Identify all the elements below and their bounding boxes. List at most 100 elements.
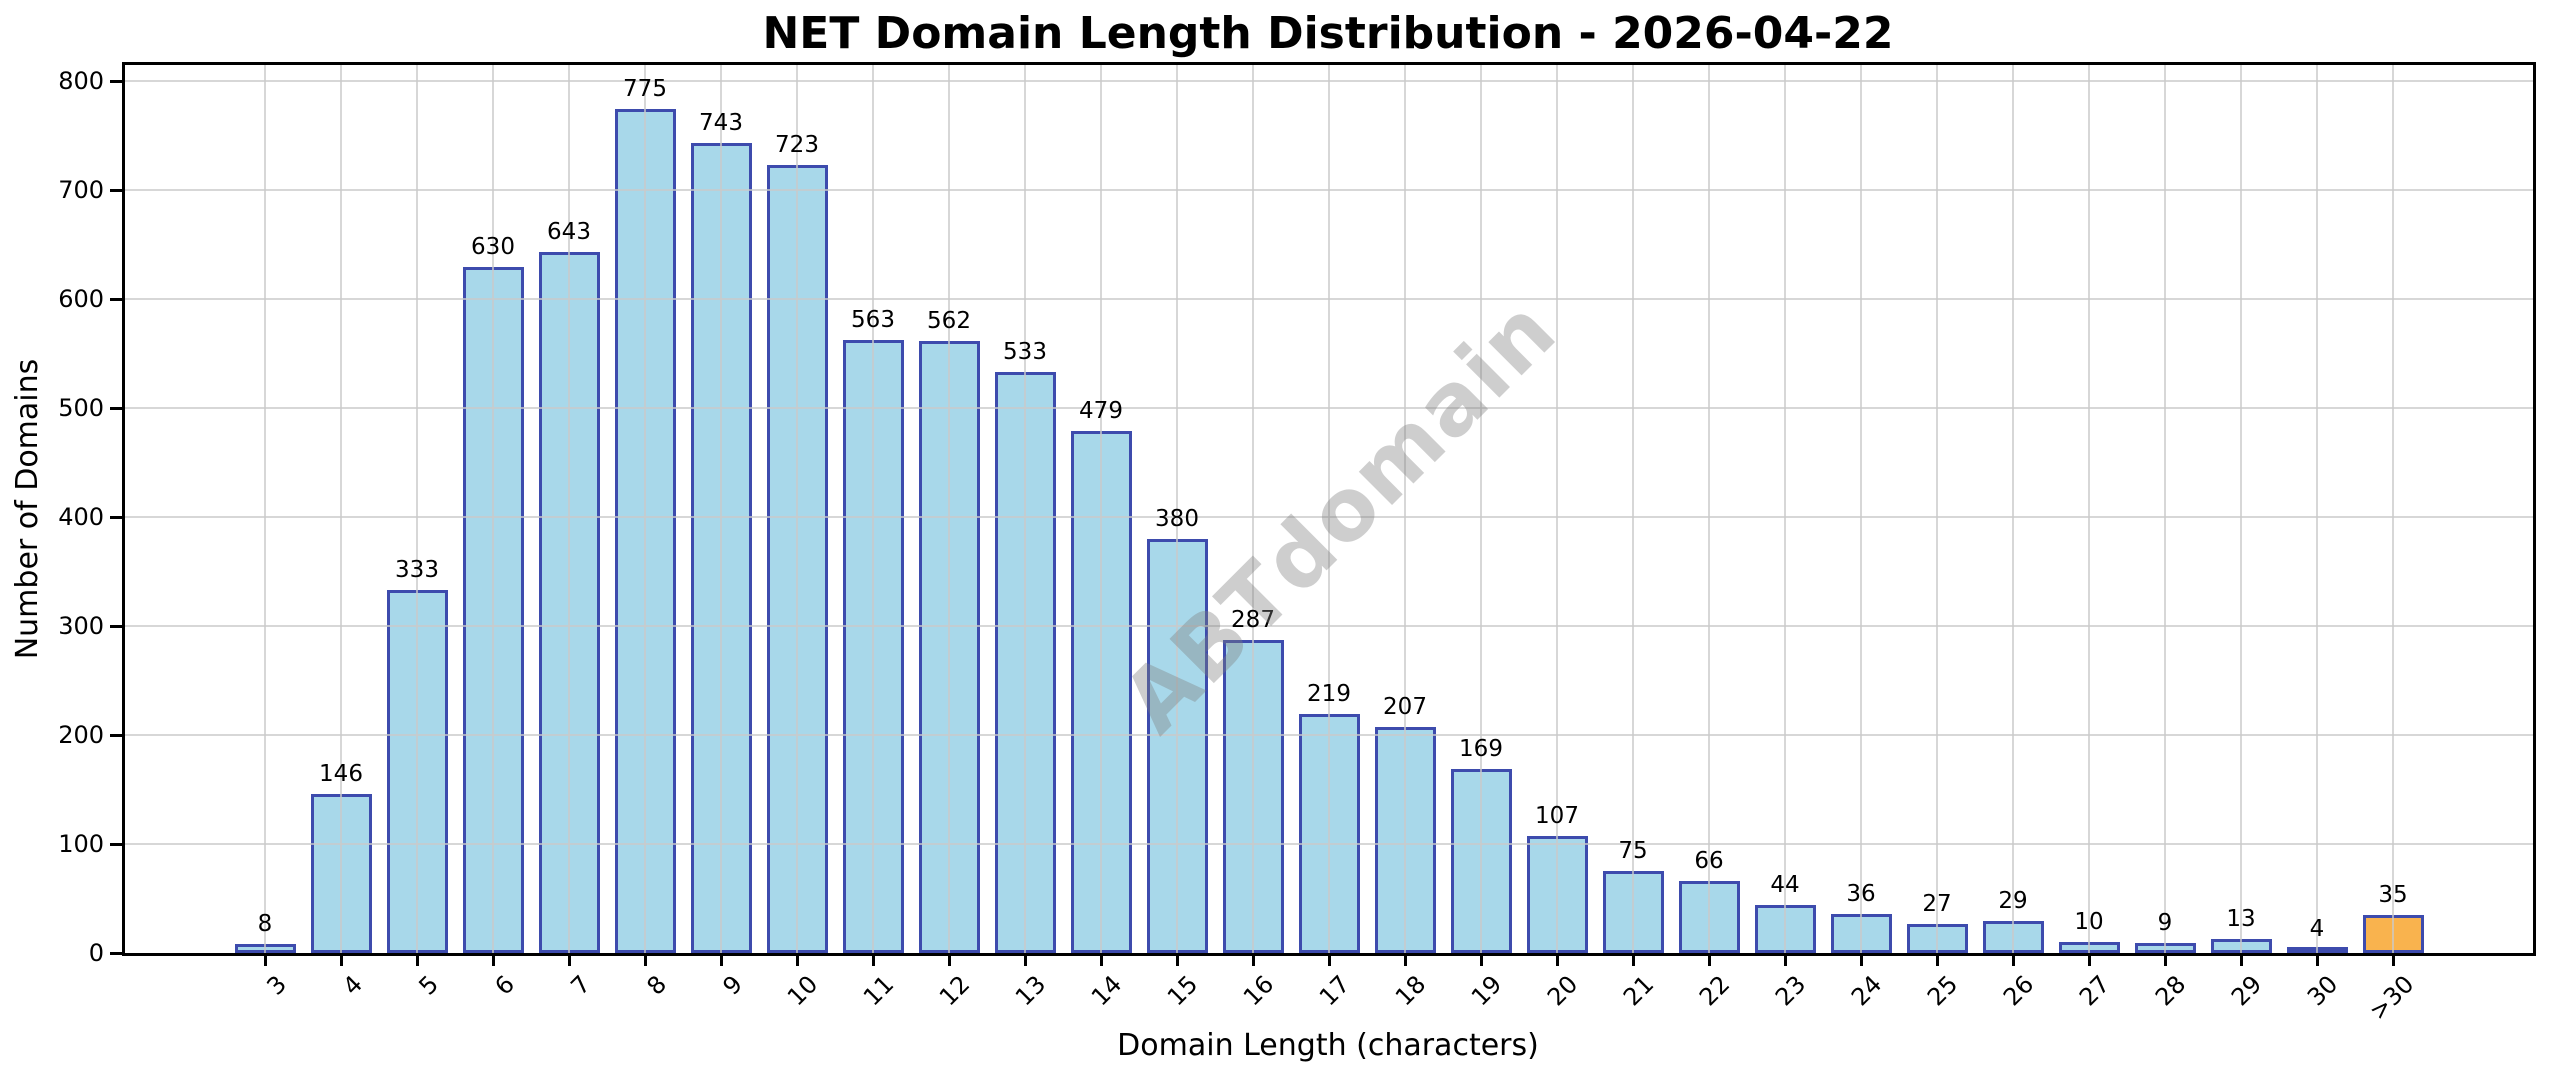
gridline-vertical [1024, 65, 1026, 953]
x-tick-mark [1859, 953, 1863, 966]
x-tick-label: 5 [413, 970, 444, 1001]
x-tick-mark [1327, 953, 1331, 966]
y-tick-label: 800 [58, 67, 104, 96]
y-tick-label: 0 [88, 939, 104, 967]
bar-value-label: 9 [2157, 910, 2173, 937]
x-tick-mark [263, 953, 267, 966]
gridline-vertical [1480, 65, 1482, 953]
x-tick-mark [491, 953, 495, 966]
y-tick-mark [110, 733, 122, 737]
chart-title: NET Domain Length Distribution - 2026-04… [762, 8, 1894, 59]
gridline-vertical [1556, 65, 1558, 953]
bar-value-label: 107 [1535, 803, 1579, 830]
x-tick-mark [947, 953, 951, 966]
x-tick-label: 24 [1846, 970, 1888, 1012]
gridline-vertical [2012, 65, 2014, 953]
x-tick-label: 10 [782, 970, 824, 1012]
y-tick-mark [110, 79, 122, 83]
gridline-vertical [948, 65, 950, 953]
y-tick-mark [110, 188, 122, 192]
gridline-vertical [264, 65, 266, 953]
bar-value-label: 287 [1231, 607, 1275, 634]
x-tick-mark [1175, 953, 1179, 966]
x-tick-mark [795, 953, 799, 966]
y-tick-mark [110, 951, 122, 955]
x-tick-mark [2315, 953, 2319, 966]
y-tick-label: 300 [58, 612, 104, 641]
x-tick-label: 23 [1770, 970, 1812, 1012]
y-axis-label: Number of Domains [10, 358, 45, 660]
x-tick-mark [1099, 953, 1103, 966]
bar-value-label: 775 [623, 75, 667, 102]
gridline-vertical [1404, 65, 1406, 953]
gridline-vertical [2240, 65, 2242, 953]
bar-value-label: 479 [1079, 398, 1123, 425]
x-tick-label: 29 [2226, 970, 2268, 1012]
gridline-vertical [2164, 65, 2166, 953]
x-tick-label: 8 [641, 970, 672, 1001]
y-tick-label: 600 [58, 285, 104, 314]
gridline-vertical [796, 65, 798, 953]
bar-value-label: 333 [395, 557, 439, 584]
gridline-vertical [720, 65, 722, 953]
x-tick-mark [567, 953, 571, 966]
bar-value-label: 643 [547, 219, 591, 246]
bar-value-label: 27 [1922, 890, 1952, 917]
gridline-vertical [1860, 65, 1862, 953]
bar-value-label: 380 [1155, 505, 1199, 532]
y-tick-mark [110, 624, 122, 628]
gridline-vertical [416, 65, 418, 953]
gridline-vertical [2316, 65, 2318, 953]
x-tick-mark [643, 953, 647, 966]
x-tick-label: 22 [1694, 970, 1736, 1012]
x-tick-label: 9 [717, 970, 748, 1001]
x-tick-label: 26 [1998, 970, 2040, 1012]
x-tick-label: >30 [2364, 970, 2420, 1026]
x-tick-label: 30 [2302, 970, 2344, 1012]
bar-value-label: 75 [1618, 838, 1648, 865]
x-tick-mark [1555, 953, 1559, 966]
x-tick-label: 19 [1466, 970, 1508, 1012]
x-tick-label: 16 [1238, 970, 1280, 1012]
x-tick-mark [2163, 953, 2167, 966]
x-tick-mark [339, 953, 343, 966]
x-axis-label: Domain Length (characters) [1117, 1028, 1539, 1063]
bar-value-label: 169 [1459, 735, 1503, 762]
bar-value-label: 10 [2074, 909, 2104, 936]
gridline-vertical [2392, 65, 2394, 953]
x-tick-label: 15 [1162, 970, 1204, 1012]
bar-value-label: 13 [2226, 905, 2256, 932]
bar-value-label: 66 [1694, 848, 1724, 875]
y-tick-label: 200 [58, 721, 104, 750]
x-tick-mark [2391, 953, 2395, 966]
x-tick-label: 21 [1618, 970, 1660, 1012]
x-tick-mark [1631, 953, 1635, 966]
x-tick-label: 3 [261, 970, 292, 1001]
y-tick-label: 500 [58, 394, 104, 423]
gridline-vertical [1252, 65, 1254, 953]
x-tick-label: 11 [858, 970, 900, 1012]
x-tick-label: 27 [2074, 970, 2116, 1012]
bar-value-label: 36 [1846, 880, 1876, 907]
gridline-vertical [644, 65, 646, 953]
gridline-vertical [1176, 65, 1178, 953]
gridline-vertical [1936, 65, 1938, 953]
gridline-vertical [340, 65, 342, 953]
gridline-vertical [1632, 65, 1634, 953]
y-tick-mark [110, 515, 122, 519]
bar-value-label: 4 [2309, 915, 2325, 942]
x-tick-mark [2239, 953, 2243, 966]
x-tick-label: 18 [1390, 970, 1432, 1012]
y-tick-label: 400 [58, 503, 104, 532]
x-tick-mark [1783, 953, 1787, 966]
x-tick-label: 14 [1086, 970, 1128, 1012]
bar-value-label: 562 [927, 307, 971, 334]
gridline-vertical [1100, 65, 1102, 953]
bar-value-label: 743 [699, 110, 743, 137]
x-tick-mark [1707, 953, 1711, 966]
x-tick-mark [1935, 953, 1939, 966]
gridline-vertical [1708, 65, 1710, 953]
x-tick-label: 28 [2150, 970, 2192, 1012]
bar-value-label: 563 [851, 306, 895, 333]
